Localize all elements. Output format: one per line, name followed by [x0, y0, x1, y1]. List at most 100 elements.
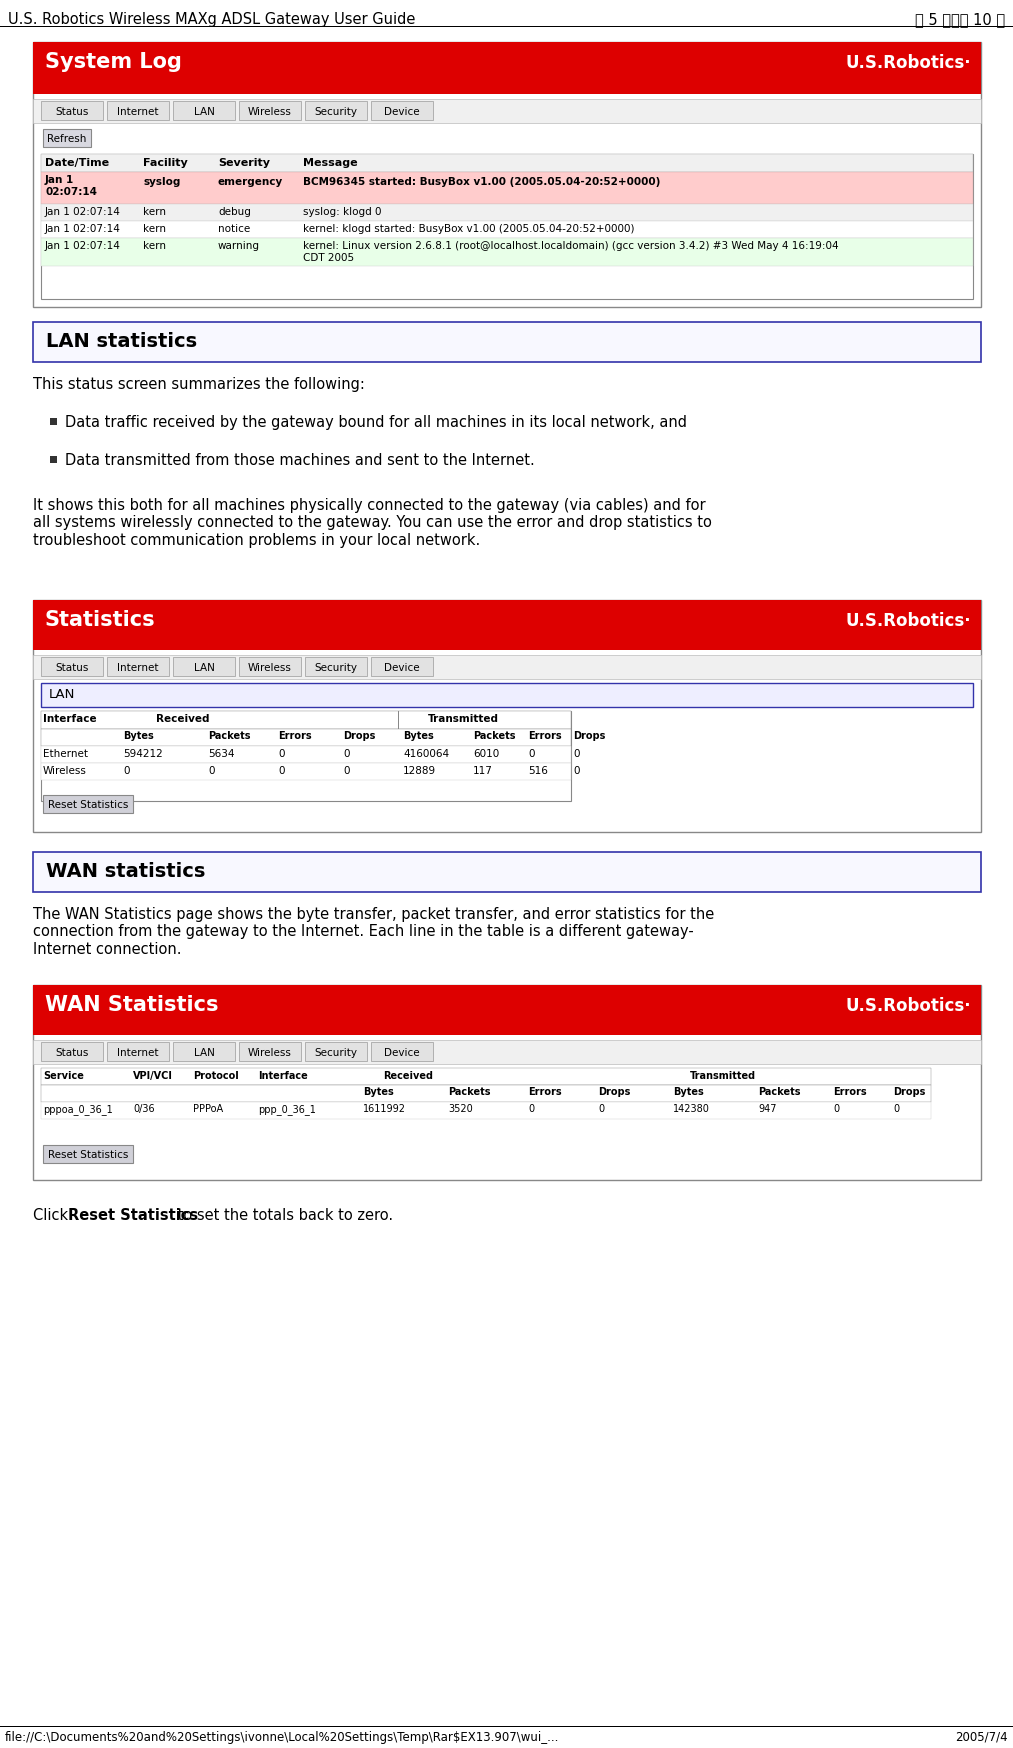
Text: Status: Status [56, 662, 89, 673]
Text: Packets: Packets [758, 1087, 800, 1098]
Bar [43, 795, 133, 813]
Text: Wireless: Wireless [248, 1049, 292, 1058]
Text: Severity: Severity [218, 157, 270, 168]
Text: kern: kern [143, 241, 166, 252]
Text: Service: Service [43, 1072, 84, 1080]
Text: Click: Click [33, 1208, 73, 1224]
Text: ppp_0_36_1: ppp_0_36_1 [258, 1105, 316, 1115]
Text: Reset Statistics: Reset Statistics [48, 1150, 129, 1161]
Text: Date/Time: Date/Time [45, 157, 109, 168]
Text: debug: debug [218, 206, 251, 217]
Text: 0: 0 [598, 1105, 604, 1113]
Bar [41, 711, 571, 801]
Text: Errors: Errors [528, 1087, 561, 1098]
Bar [33, 42, 981, 308]
Text: Wireless: Wireless [248, 107, 292, 117]
Bar [41, 729, 571, 746]
Text: Internet: Internet [118, 1049, 159, 1058]
Text: U.S. Robotics Wireless MAXg ADSL Gateway User Guide: U.S. Robotics Wireless MAXg ADSL Gateway… [8, 12, 415, 26]
Bar [33, 851, 981, 891]
Text: Ethernet: Ethernet [43, 748, 88, 759]
Bar [50, 418, 57, 425]
Text: U.S.Robotics·: U.S.Robotics· [846, 54, 971, 72]
Text: 0: 0 [573, 766, 579, 776]
Text: Protocol: Protocol [193, 1072, 239, 1080]
Text: 5634: 5634 [208, 748, 234, 759]
Bar [371, 1042, 433, 1061]
Text: 0: 0 [278, 748, 285, 759]
Text: LAN: LAN [49, 689, 75, 701]
Bar [305, 1042, 367, 1061]
Bar [239, 101, 301, 121]
Text: Received: Received [156, 713, 210, 724]
Bar [41, 154, 973, 171]
Bar [41, 220, 973, 238]
Text: Jan 1
02:07:14: Jan 1 02:07:14 [45, 175, 97, 196]
Bar [41, 1042, 103, 1061]
Text: U.S.Robotics·: U.S.Robotics· [846, 996, 971, 1016]
Text: Data transmitted from those machines and sent to the Internet.: Data transmitted from those machines and… [65, 453, 535, 468]
Text: kernel: Linux version 2.6.8.1 (root@localhost.localdomain) (gcc version 3.4.2) #: kernel: Linux version 2.6.8.1 (root@loca… [303, 241, 839, 262]
Text: PPPoA: PPPoA [193, 1105, 223, 1113]
Text: Security: Security [314, 107, 358, 117]
Bar [305, 101, 367, 121]
Text: WAN Statistics: WAN Statistics [45, 995, 219, 1016]
Text: This status screen summarizes the following:: This status screen summarizes the follow… [33, 378, 365, 392]
Text: Message: Message [303, 157, 358, 168]
Text: Packets: Packets [473, 731, 516, 741]
Text: Data traffic received by the gateway bound for all machines in its local network: Data traffic received by the gateway bou… [65, 414, 687, 430]
Bar [239, 1042, 301, 1061]
Text: Errors: Errors [278, 731, 312, 741]
Text: emergency: emergency [218, 177, 284, 187]
Text: 2005/7/4: 2005/7/4 [955, 1731, 1008, 1745]
Bar [43, 1145, 133, 1162]
Text: Status: Status [56, 107, 89, 117]
Bar [33, 600, 981, 832]
Text: LAN: LAN [193, 1049, 215, 1058]
Text: 1611992: 1611992 [363, 1105, 406, 1113]
Text: LAN: LAN [193, 107, 215, 117]
Text: 6010: 6010 [473, 748, 499, 759]
Bar [41, 154, 973, 299]
Bar [41, 1101, 931, 1119]
Text: The WAN Statistics page shows the byte transfer, packet transfer, and error stat: The WAN Statistics page shows the byte t… [33, 907, 714, 956]
Bar [33, 600, 981, 650]
Text: LAN: LAN [193, 662, 215, 673]
Text: Device: Device [384, 107, 419, 117]
Text: warning: warning [218, 241, 260, 252]
Text: syslog: klogd 0: syslog: klogd 0 [303, 206, 382, 217]
Bar [43, 129, 91, 147]
Text: 3520: 3520 [448, 1105, 473, 1113]
Bar [107, 657, 169, 676]
Bar [33, 42, 981, 94]
Text: 0/36: 0/36 [133, 1105, 155, 1113]
Bar [33, 1040, 981, 1065]
Text: 594212: 594212 [123, 748, 163, 759]
Text: Transmitted: Transmitted [690, 1072, 756, 1080]
Text: Reset Statistics: Reset Statistics [68, 1208, 199, 1224]
Bar [33, 322, 981, 362]
Bar [173, 101, 235, 121]
Text: kern: kern [143, 206, 166, 217]
Text: Jan 1 02:07:14: Jan 1 02:07:14 [45, 241, 121, 252]
Text: 516: 516 [528, 766, 548, 776]
Text: WAN statistics: WAN statistics [46, 862, 206, 881]
Text: Errors: Errors [833, 1087, 867, 1098]
Bar [41, 746, 571, 762]
Text: file://C:\Documents%20and%20Settings\ivonne\Local%20Settings\Temp\Rar$EX13.907\w: file://C:\Documents%20and%20Settings\ivo… [5, 1731, 559, 1745]
Text: Jan 1 02:07:14: Jan 1 02:07:14 [45, 224, 121, 234]
Text: Wireless: Wireless [43, 766, 87, 776]
Bar [107, 1042, 169, 1061]
Text: Status: Status [56, 1049, 89, 1058]
Text: LAN statistics: LAN statistics [46, 332, 198, 351]
Text: 0: 0 [208, 766, 215, 776]
Bar [173, 1042, 235, 1061]
Text: 第 5 頁，共 10 頁: 第 5 頁，共 10 頁 [915, 12, 1005, 26]
Bar [41, 205, 973, 220]
Text: Packets: Packets [208, 731, 250, 741]
Text: 117: 117 [473, 766, 493, 776]
Bar [41, 101, 103, 121]
Bar [107, 101, 169, 121]
Text: Packets: Packets [448, 1087, 490, 1098]
Bar [41, 657, 103, 676]
